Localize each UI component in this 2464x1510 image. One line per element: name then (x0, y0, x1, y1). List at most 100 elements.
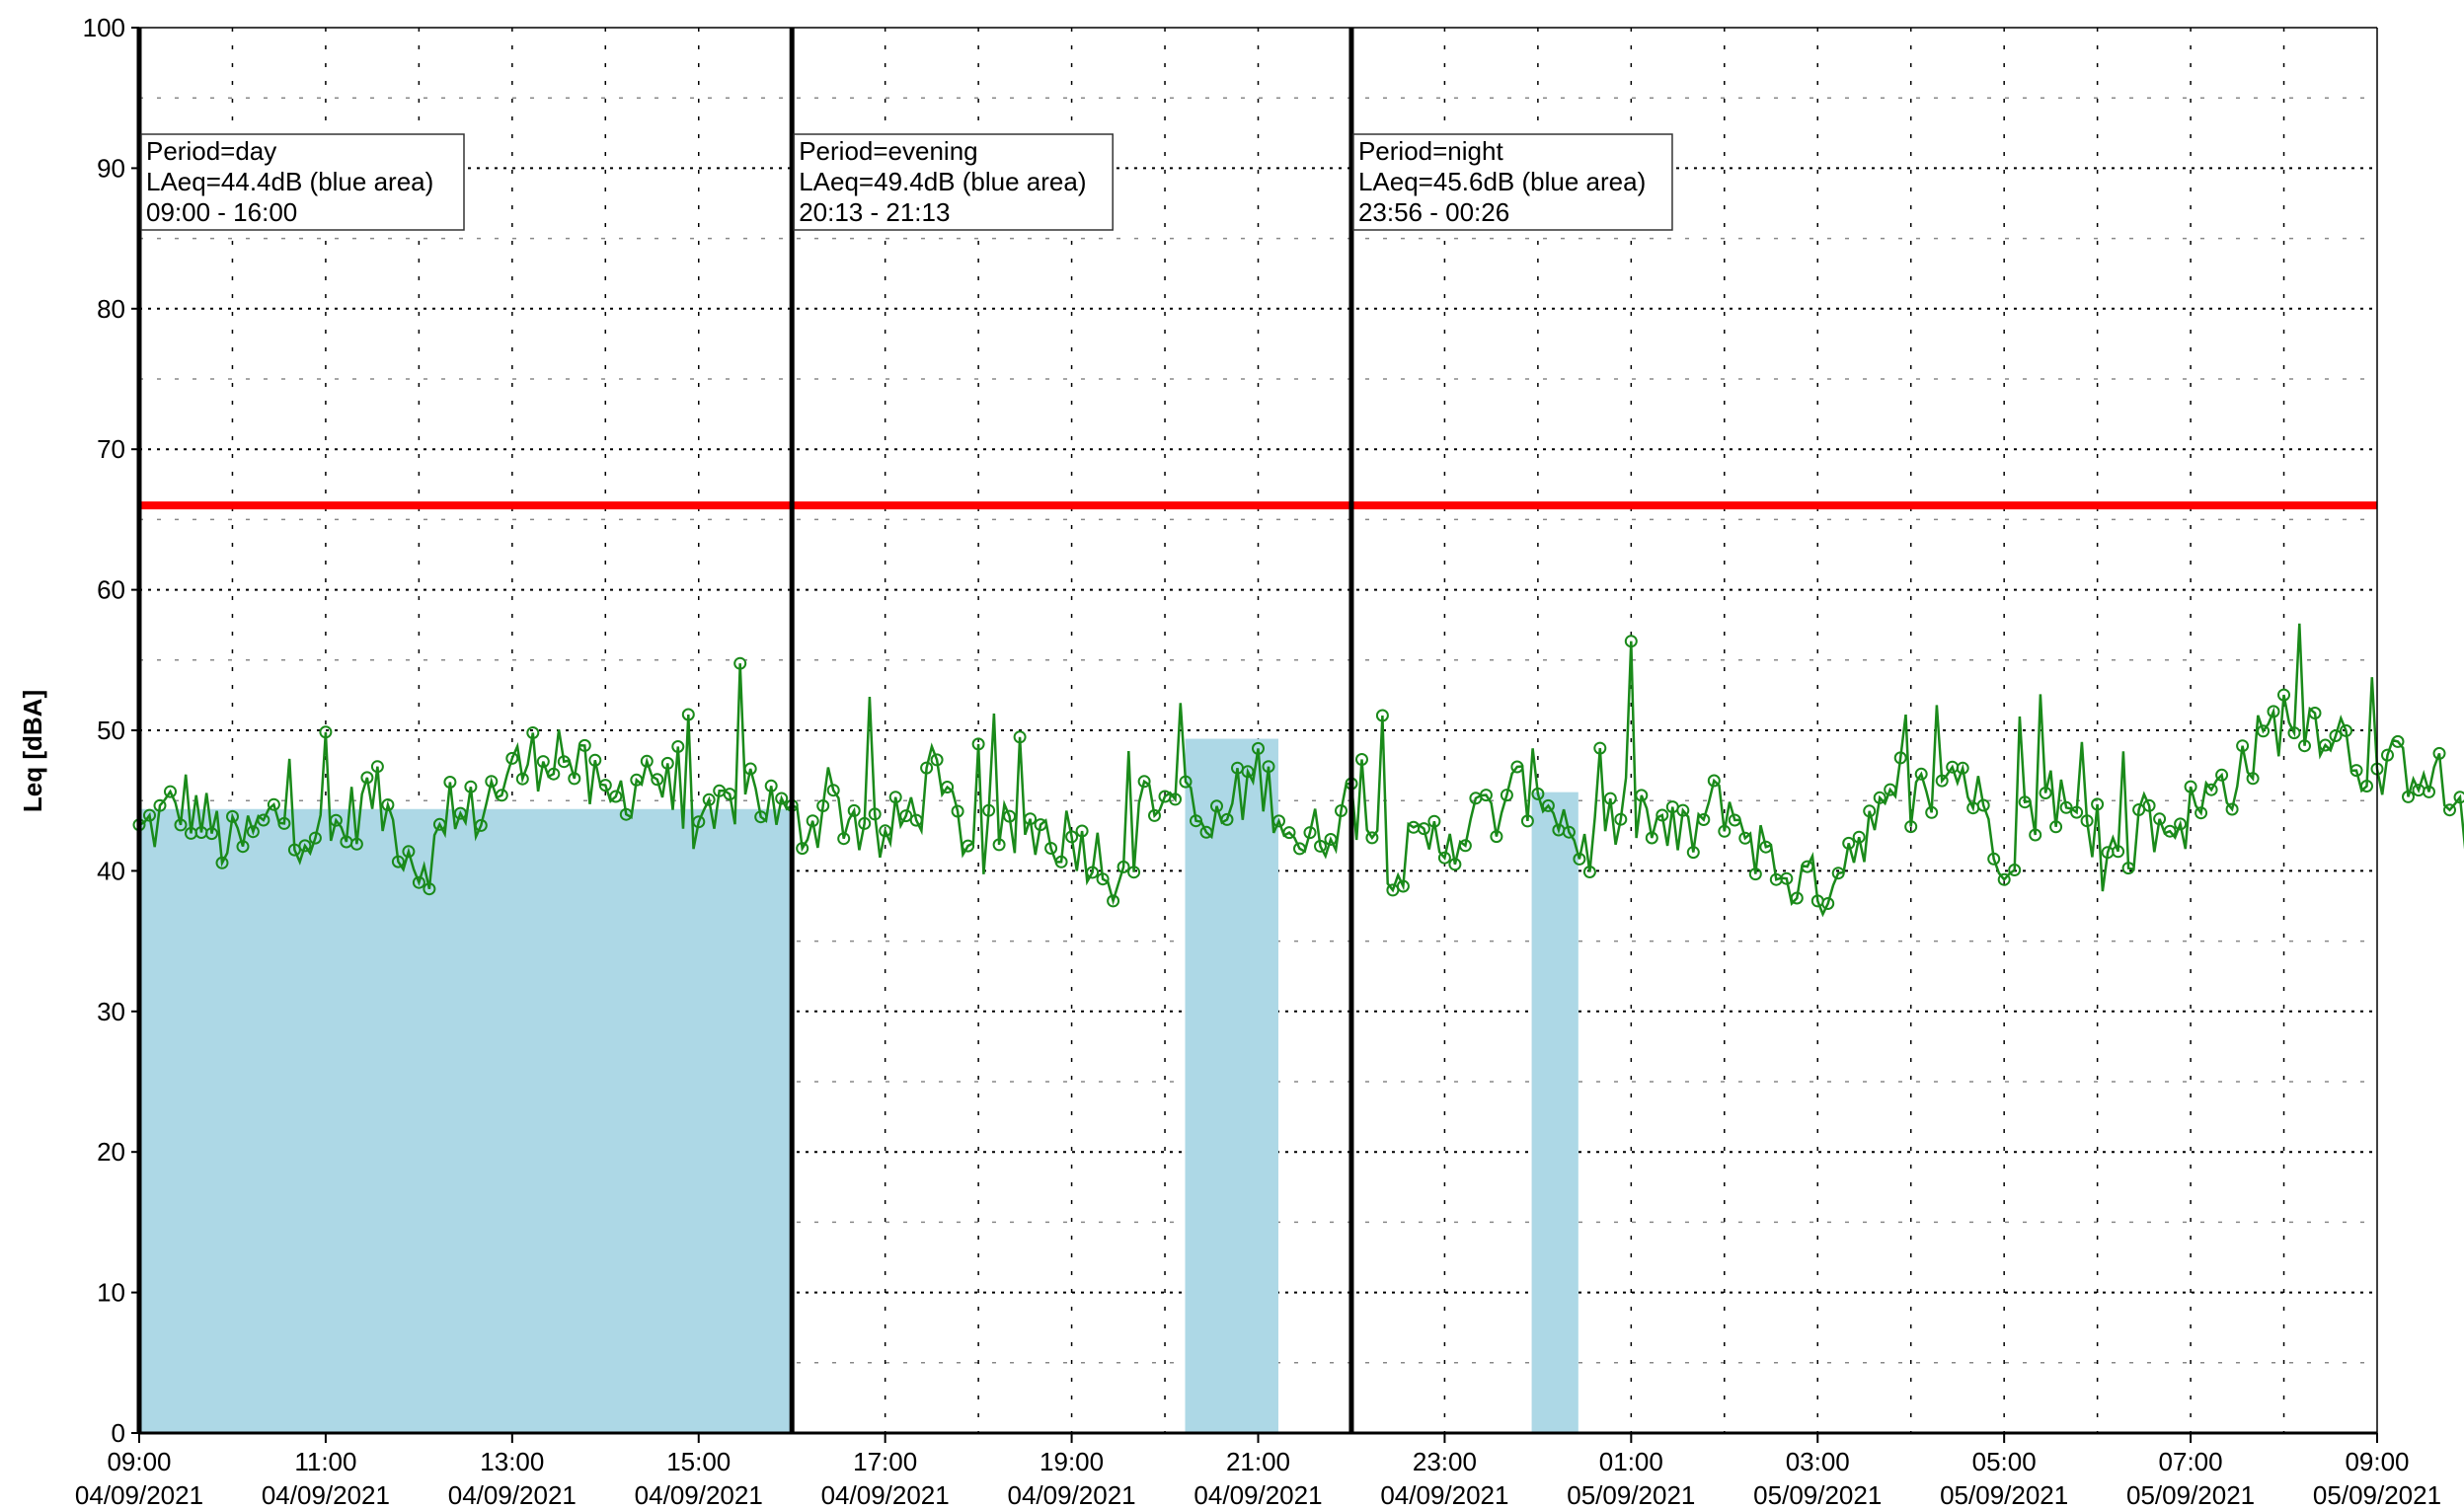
leq-marker (1107, 894, 1120, 908)
leq-marker (2277, 688, 2290, 702)
leq-marker (381, 798, 395, 811)
x-tick-time: 17:00 (853, 1447, 917, 1476)
leq-marker (474, 818, 488, 832)
leq-marker (1582, 866, 1596, 878)
leq-marker (681, 708, 695, 721)
leq-marker (1656, 808, 1669, 822)
leq-marker (1199, 825, 1213, 839)
leq-marker (2142, 798, 2156, 812)
leq-marker (1127, 866, 1141, 879)
leq-marker (1697, 813, 1711, 826)
leq-marker (1780, 871, 1794, 885)
leq-marker (1935, 774, 1949, 788)
leq-marker (1831, 867, 1845, 880)
leq-marker (1852, 830, 1866, 844)
x-tick-time: 03:00 (1786, 1447, 1850, 1476)
leq-marker (588, 753, 602, 767)
leq-marker (164, 785, 177, 798)
leq-marker (412, 875, 425, 889)
annotation-line: 20:13 - 21:13 (799, 197, 950, 227)
leq-marker (2184, 780, 2197, 793)
leq-marker (505, 751, 519, 765)
leq-marker (1904, 820, 1918, 834)
x-tick-date: 04/09/2021 (1380, 1480, 1508, 1510)
y-tick-label: 20 (97, 1137, 125, 1167)
leq-marker (930, 753, 944, 767)
leq-marker (464, 780, 478, 793)
leq-marker (1044, 842, 1058, 855)
annotation-line: 09:00 - 16:00 (146, 197, 297, 227)
y-tick-label: 90 (97, 153, 125, 183)
leq-marker (423, 882, 436, 896)
leq-marker (2070, 805, 2084, 819)
leq-marker (298, 839, 312, 853)
y-axis-label: Leq [dBA] (18, 690, 47, 812)
laeq-area-0 (139, 808, 793, 1433)
leq-marker (1252, 741, 1265, 755)
leq-marker (2112, 845, 2125, 859)
leq-marker (1893, 751, 1907, 765)
leq-marker (1303, 826, 1317, 840)
leq-marker (2453, 791, 2464, 804)
y-tick-label: 70 (97, 434, 125, 464)
leq-series (132, 623, 2464, 918)
y-tick-label: 40 (97, 856, 125, 885)
y-tick-label: 80 (97, 294, 125, 324)
leq-marker (287, 843, 301, 857)
leq-marker (536, 755, 550, 769)
leq-marker (1396, 879, 1410, 893)
annotation-line: Period=night (1358, 136, 1503, 166)
leq-marker (826, 784, 840, 797)
leq-marker (1728, 813, 1741, 827)
leq-marker (1801, 860, 1814, 873)
laeq-area-2 (1531, 792, 1578, 1433)
leq-marker (1873, 791, 1886, 804)
leq-marker (2319, 738, 2332, 752)
annotation-line: LAeq=45.6dB (blue area) (1358, 167, 1646, 196)
leq-marker (1884, 783, 1897, 796)
leq-marker (2080, 814, 2094, 828)
leq-marker (1075, 824, 1089, 838)
leq-marker (1976, 798, 1990, 812)
leq-marker (1738, 831, 1752, 845)
x-tick-date: 04/09/2021 (448, 1480, 577, 1510)
annotation-line: 23:56 - 00:26 (1358, 197, 1509, 227)
leq-marker (1748, 868, 1762, 881)
laeq-area-1 (1185, 738, 1278, 1433)
annotation-line: LAeq=44.4dB (blue area) (146, 167, 433, 196)
x-tick-time: 07:00 (2159, 1447, 2223, 1476)
leq-marker (909, 813, 923, 827)
leq-marker (1417, 822, 1430, 836)
leq-marker (2308, 707, 2322, 719)
leq-marker (1500, 789, 1513, 802)
x-tick-date: 04/09/2021 (821, 1480, 950, 1510)
x-tick-date: 05/09/2021 (2126, 1480, 2255, 1510)
leq-marker (1190, 814, 1202, 828)
leq-marker (370, 760, 384, 774)
leq-marker (692, 815, 706, 829)
y-tick-label: 50 (97, 716, 125, 745)
leq-marker (1490, 830, 1503, 844)
leq-marker (1365, 831, 1379, 845)
leq-marker (568, 772, 581, 786)
leq-marker (1169, 793, 1182, 806)
x-tick-date: 05/09/2021 (1940, 1480, 2068, 1510)
leq-marker (402, 845, 416, 859)
x-tick-time: 19:00 (1040, 1447, 1104, 1476)
leq-marker (2059, 800, 2073, 814)
leq-marker (1479, 789, 1493, 802)
leq-marker (971, 737, 985, 751)
leq-marker (205, 827, 218, 841)
leq-marker (702, 793, 716, 806)
y-tick-label: 60 (97, 575, 125, 605)
leq-marker (1510, 760, 1524, 774)
x-tick-time: 13:00 (480, 1447, 544, 1476)
leq-marker (775, 792, 789, 805)
x-tick-date: 04/09/2021 (75, 1480, 203, 1510)
leq-marker (1086, 866, 1100, 879)
x-tick-time: 05:00 (1972, 1447, 2037, 1476)
leq-marker (2443, 803, 2456, 817)
leq-marker (453, 806, 467, 820)
leq-marker (764, 779, 778, 793)
leq-marker (236, 840, 250, 854)
